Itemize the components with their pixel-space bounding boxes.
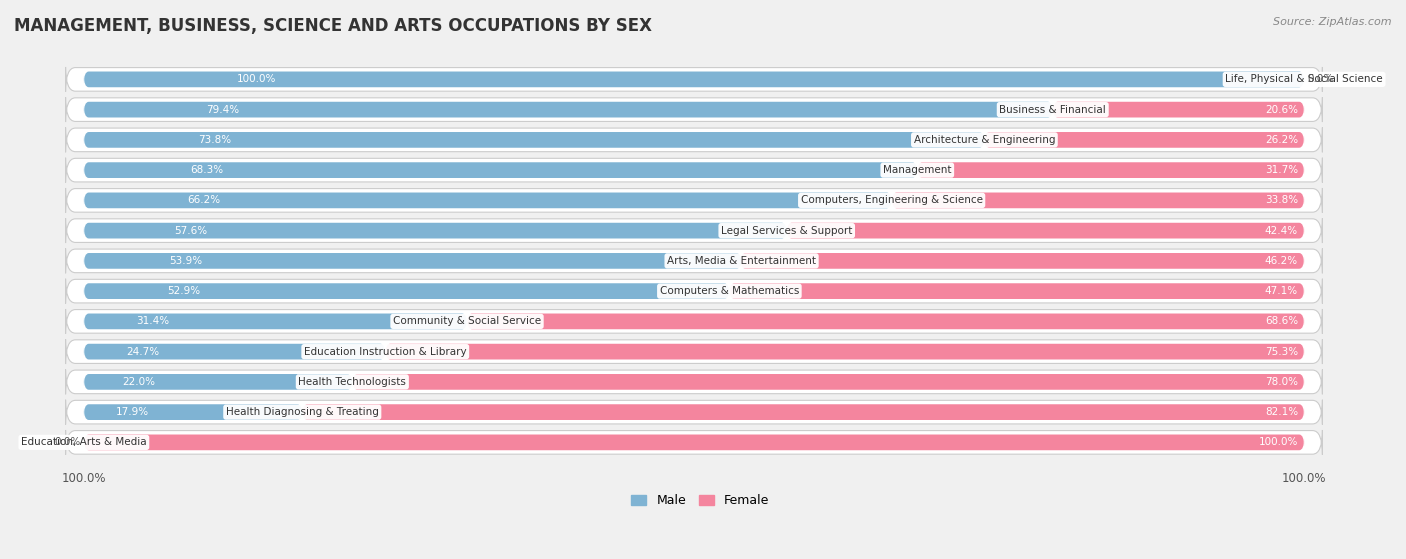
Text: 75.3%: 75.3% <box>1265 347 1298 357</box>
FancyBboxPatch shape <box>66 279 1323 304</box>
FancyBboxPatch shape <box>84 72 1305 87</box>
Text: Health Technologists: Health Technologists <box>298 377 406 387</box>
Text: Education Instruction & Library: Education Instruction & Library <box>304 347 467 357</box>
Text: MANAGEMENT, BUSINESS, SCIENCE AND ARTS OCCUPATIONS BY SEX: MANAGEMENT, BUSINESS, SCIENCE AND ARTS O… <box>14 17 652 35</box>
Text: 53.9%: 53.9% <box>169 256 202 266</box>
Text: 31.4%: 31.4% <box>136 316 169 326</box>
Text: 82.1%: 82.1% <box>1265 407 1298 417</box>
Text: Computers, Engineering & Science: Computers, Engineering & Science <box>800 196 983 205</box>
Text: 78.0%: 78.0% <box>1265 377 1298 387</box>
FancyBboxPatch shape <box>66 97 1323 122</box>
Text: Legal Services & Support: Legal Services & Support <box>721 226 852 236</box>
FancyBboxPatch shape <box>730 283 1305 299</box>
Text: Management: Management <box>883 165 952 175</box>
FancyBboxPatch shape <box>84 253 741 269</box>
FancyBboxPatch shape <box>84 314 467 329</box>
FancyBboxPatch shape <box>385 344 1305 359</box>
FancyBboxPatch shape <box>66 158 1323 183</box>
FancyBboxPatch shape <box>84 404 302 420</box>
FancyBboxPatch shape <box>84 132 984 148</box>
FancyBboxPatch shape <box>353 374 1305 390</box>
Text: 57.6%: 57.6% <box>174 226 208 236</box>
FancyBboxPatch shape <box>84 434 1305 450</box>
FancyBboxPatch shape <box>84 162 917 178</box>
FancyBboxPatch shape <box>84 192 891 209</box>
Text: 42.4%: 42.4% <box>1265 226 1298 236</box>
FancyBboxPatch shape <box>984 132 1305 148</box>
FancyBboxPatch shape <box>66 369 1323 394</box>
FancyBboxPatch shape <box>741 253 1305 269</box>
FancyBboxPatch shape <box>891 192 1305 209</box>
Text: 24.7%: 24.7% <box>127 347 159 357</box>
Text: 68.3%: 68.3% <box>190 165 224 175</box>
Text: 17.9%: 17.9% <box>117 407 149 417</box>
FancyBboxPatch shape <box>302 404 1305 420</box>
Text: Education, Arts & Media: Education, Arts & Media <box>21 437 146 447</box>
FancyBboxPatch shape <box>66 400 1323 424</box>
Text: Life, Physical & Social Science: Life, Physical & Social Science <box>1225 74 1384 84</box>
FancyBboxPatch shape <box>66 249 1323 273</box>
Text: Health Diagnosing & Treating: Health Diagnosing & Treating <box>226 407 378 417</box>
FancyBboxPatch shape <box>84 102 1053 117</box>
FancyBboxPatch shape <box>84 223 787 239</box>
FancyBboxPatch shape <box>917 162 1305 178</box>
FancyBboxPatch shape <box>84 374 353 390</box>
Text: 100.0%: 100.0% <box>1258 437 1298 447</box>
FancyBboxPatch shape <box>84 283 730 299</box>
Text: 100.0%: 100.0% <box>236 74 276 84</box>
Text: 33.8%: 33.8% <box>1265 196 1298 205</box>
Text: 73.8%: 73.8% <box>198 135 231 145</box>
Text: 20.6%: 20.6% <box>1265 105 1298 115</box>
FancyBboxPatch shape <box>66 430 1323 455</box>
FancyBboxPatch shape <box>66 309 1323 334</box>
FancyBboxPatch shape <box>467 314 1305 329</box>
FancyBboxPatch shape <box>66 339 1323 364</box>
FancyBboxPatch shape <box>66 67 1323 92</box>
Text: 46.2%: 46.2% <box>1265 256 1298 266</box>
Text: 22.0%: 22.0% <box>122 377 155 387</box>
Text: Community & Social Service: Community & Social Service <box>392 316 541 326</box>
Text: Source: ZipAtlas.com: Source: ZipAtlas.com <box>1274 17 1392 27</box>
Text: Business & Financial: Business & Financial <box>1000 105 1107 115</box>
FancyBboxPatch shape <box>66 218 1323 243</box>
Text: 52.9%: 52.9% <box>167 286 201 296</box>
Text: Arts, Media & Entertainment: Arts, Media & Entertainment <box>666 256 815 266</box>
Text: 31.7%: 31.7% <box>1265 165 1298 175</box>
FancyBboxPatch shape <box>1053 102 1305 117</box>
Text: Computers & Mathematics: Computers & Mathematics <box>659 286 799 296</box>
Text: 26.2%: 26.2% <box>1265 135 1298 145</box>
Text: 66.2%: 66.2% <box>187 196 219 205</box>
Text: 0.0%: 0.0% <box>1308 74 1334 84</box>
Text: Architecture & Engineering: Architecture & Engineering <box>914 135 1054 145</box>
FancyBboxPatch shape <box>66 127 1323 152</box>
Text: 68.6%: 68.6% <box>1265 316 1298 326</box>
Text: 79.4%: 79.4% <box>207 105 239 115</box>
Text: 0.0%: 0.0% <box>53 437 80 447</box>
FancyBboxPatch shape <box>84 344 385 359</box>
FancyBboxPatch shape <box>66 188 1323 213</box>
FancyBboxPatch shape <box>787 223 1305 239</box>
Legend: Male, Female: Male, Female <box>626 489 773 512</box>
Text: 47.1%: 47.1% <box>1265 286 1298 296</box>
